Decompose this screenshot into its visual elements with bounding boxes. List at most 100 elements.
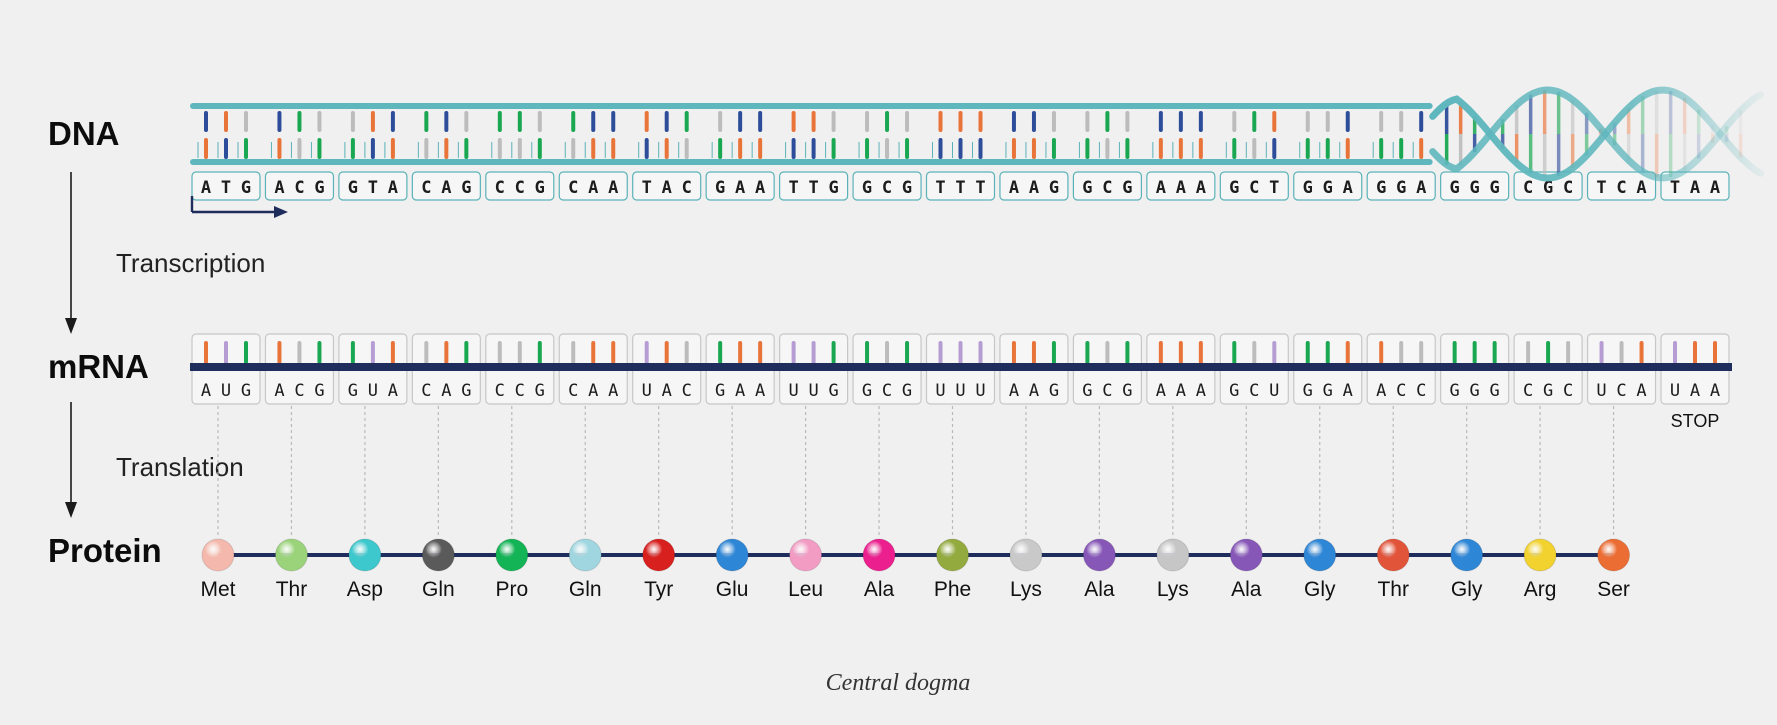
dna-base-letter: T [642, 178, 652, 198]
amino-acid-label: Ala [864, 578, 895, 601]
dna-base-letter: G [1543, 178, 1553, 198]
mrna-base-letter: G [1229, 381, 1239, 401]
amino-acid-label: Pro [495, 578, 528, 601]
dna-codon-box [338, 171, 408, 201]
dna-base-letter: G [535, 178, 545, 198]
dna-base-letter: A [735, 178, 745, 198]
mrna-base-letter: A [441, 381, 451, 401]
mrna-base-letter: U [1670, 381, 1680, 401]
dna-base-letter: T [368, 178, 378, 198]
amino-acid-label: Gln [422, 578, 455, 601]
dna-base-letter: C [1616, 178, 1626, 198]
dna-base-letter: G [1122, 178, 1132, 198]
dna-base-letter: A [662, 178, 672, 198]
dna-codon-box [1072, 171, 1143, 201]
dna-base-letter: A [755, 178, 765, 198]
transcription-arrow [65, 172, 77, 334]
mrna-base-letter: G [828, 381, 838, 401]
mrna-base-letter: G [1543, 381, 1553, 401]
dna-codon-box [1660, 171, 1730, 201]
dna-base-letter: T [955, 178, 965, 198]
amino-acid-bead [1303, 538, 1337, 572]
dna-base-letter: A [441, 178, 451, 198]
amino-acid-bead [495, 538, 529, 572]
mrna-base-letter: C [1249, 381, 1259, 401]
dna-codon-box [925, 171, 996, 201]
dna-base-letter: C [294, 178, 304, 198]
amino-acid-bead [789, 538, 823, 572]
amino-acid: Pro [495, 406, 529, 601]
dna-codon-box [778, 171, 849, 201]
dna-base-letter: G [902, 178, 912, 198]
dna-base-letter: G [1049, 178, 1059, 198]
amino-acid-bead [1229, 538, 1263, 572]
amino-acid: Gly [1303, 406, 1337, 601]
mrna-backbone [190, 363, 1732, 371]
dna-helix [1429, 86, 1765, 182]
dna-base-letter: C [421, 178, 431, 198]
mrna-base-letter: A [735, 381, 745, 401]
dna-base-letter: A [1029, 178, 1039, 198]
dna-base-letter: A [588, 178, 598, 198]
dna-codon-box [1366, 171, 1436, 201]
dna-base-letter: G [1303, 178, 1313, 198]
dna-codon-box [852, 171, 922, 201]
helix-strand-a [1429, 86, 1765, 182]
dna-base-letter: C [1102, 178, 1112, 198]
mrna-base-letter: U [808, 381, 818, 401]
mrna-base-letter: C [568, 381, 578, 401]
dna-codon-box [264, 171, 335, 201]
dna-codon-box [999, 171, 1069, 201]
mrna-base-letter: A [1636, 381, 1646, 401]
amino-acid: Gln [421, 406, 455, 601]
transcription-label: Transcription [116, 248, 265, 278]
dna-base-letter: G [1376, 178, 1386, 198]
amino-acid-label: Arg [1524, 578, 1557, 601]
amino-acid-label: Tyr [644, 578, 673, 601]
amino-acid-label: Leu [788, 578, 823, 601]
mrna-base-letter: U [1269, 381, 1279, 401]
dna-base-letter: C [495, 178, 505, 198]
dna-base-letter: T [221, 178, 231, 198]
dna-base-letter: T [975, 178, 985, 198]
amino-acid-label: Gly [1304, 578, 1336, 601]
dna-base-letter: A [1690, 178, 1700, 198]
amino-acid-label: Gln [569, 578, 602, 601]
amino-acid-bead [1009, 538, 1043, 572]
dna-base-letter: C [682, 178, 692, 198]
caption: Central dogma [826, 670, 971, 696]
amino-acid-bead [568, 538, 602, 572]
mrna-base-letter: U [955, 381, 965, 401]
amino-acid-bead [1376, 538, 1410, 572]
mrna-base-letter: G [535, 381, 545, 401]
mrna-base-letter: C [882, 381, 892, 401]
dna-base-letter: G [715, 178, 725, 198]
mrna-base-letter: A [1176, 381, 1186, 401]
amino-acid-bead [715, 538, 749, 572]
dna-codon-box [485, 171, 555, 201]
mrna-base-letter: G [1049, 381, 1059, 401]
mrna-base-letter: G [348, 381, 358, 401]
amino-acid: Met [200, 406, 236, 601]
dna-base-letter: G [1450, 178, 1460, 198]
mrna-base-letter: A [755, 381, 765, 401]
amino-acid-bead [274, 538, 308, 572]
mrna-base-letter: A [1343, 381, 1353, 401]
mrna-base-letter: A [388, 381, 398, 401]
mrna-base-letter: G [1470, 381, 1480, 401]
dna-codon-box [1586, 171, 1657, 201]
amino-acid-bead [1082, 538, 1116, 572]
